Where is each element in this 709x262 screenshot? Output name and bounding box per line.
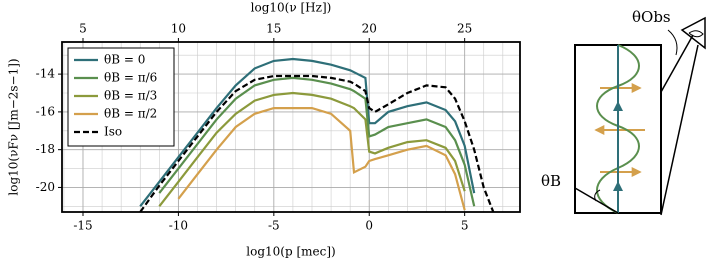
plot-lines bbox=[139, 57, 495, 212]
obs-label: θObs bbox=[632, 8, 671, 26]
series-line bbox=[158, 91, 466, 207]
x-tick-label: -10 bbox=[169, 219, 188, 233]
eye-lid bbox=[688, 30, 704, 38]
y-tick-label: -16 bbox=[36, 104, 55, 118]
series-line bbox=[177, 107, 466, 211]
angle-arc bbox=[594, 189, 601, 202]
eye bbox=[680, 16, 706, 50]
b-label: θB bbox=[541, 172, 561, 190]
x-tick-label: 5 bbox=[461, 219, 469, 233]
legend-label: θB = π/2 bbox=[104, 107, 157, 121]
x2-tick-label: 10 bbox=[171, 22, 186, 36]
plot-frame bbox=[61, 41, 521, 213]
legend-label: θB = 0 bbox=[104, 53, 145, 67]
obs-arrow bbox=[667, 29, 678, 56]
y-tick-label: -18 bbox=[36, 142, 55, 156]
legend-label: θB = π/6 bbox=[104, 71, 157, 85]
x-tick-label: 0 bbox=[365, 219, 373, 233]
y-tick-label: -20 bbox=[36, 180, 55, 194]
x-axis-label: log10(p [mec]) bbox=[246, 245, 335, 259]
series-line bbox=[158, 76, 476, 207]
x2-tick-label: 15 bbox=[266, 22, 281, 36]
y-axis-label: log10(νFν [Jm−2s−1]) bbox=[7, 58, 21, 195]
sight-line bbox=[660, 44, 699, 216]
angle-line bbox=[574, 187, 619, 214]
sight-line bbox=[660, 34, 694, 93]
series-line bbox=[139, 74, 495, 212]
x2-tick-label: 20 bbox=[362, 22, 377, 36]
series-line bbox=[139, 57, 476, 207]
diagram bbox=[574, 16, 706, 216]
y-tick-label: -14 bbox=[36, 67, 56, 81]
legend-label: Iso bbox=[104, 125, 122, 139]
x2-tick-label: 25 bbox=[457, 22, 472, 36]
x2-tick-label: 5 bbox=[79, 22, 87, 36]
legend-label: θB = π/3 bbox=[104, 89, 157, 103]
x-tick-label: -15 bbox=[73, 219, 92, 233]
x2-axis-label: log10(ν [Hz]) bbox=[251, 1, 332, 15]
x-tick-label: -5 bbox=[268, 219, 280, 233]
